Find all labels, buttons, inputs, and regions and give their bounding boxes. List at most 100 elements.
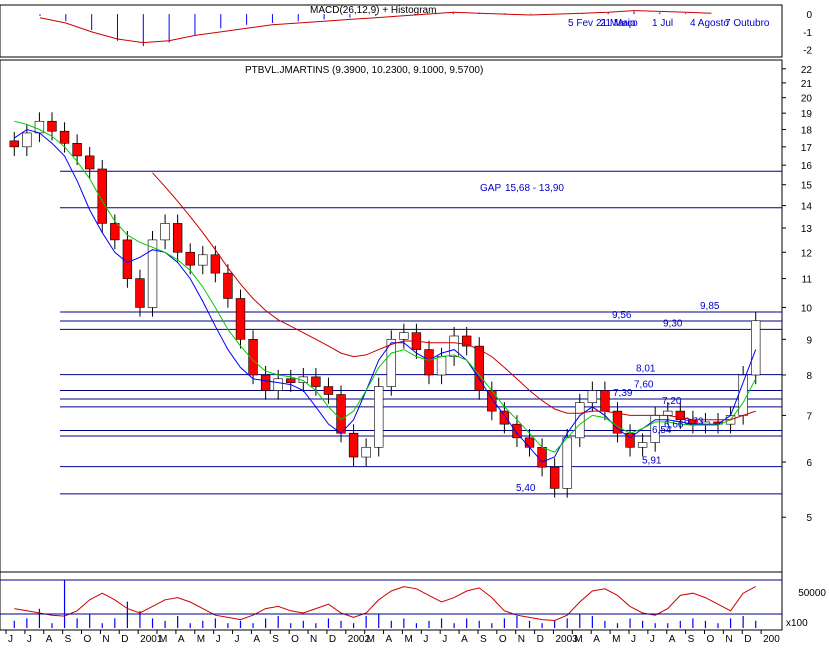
volume-panel: 50000 [0,579,826,628]
price-y-tick-label: 12 [801,248,813,259]
price-annotation: 9,85 [700,301,720,312]
x-tick-label: D [329,634,336,645]
candle-body [286,378,296,383]
x-tick-label: S [688,634,695,645]
x-tick-label: O [84,634,92,645]
price-annotation: GAP [480,183,501,194]
price-annotation: 6,54 [652,425,672,436]
macd-overlay-label: 7 Outubro [725,18,770,29]
volume-panel-frame [0,571,783,631]
price-y-tick-label: 11 [802,275,813,286]
price-y-tick-label: 9 [806,335,812,346]
macd-chart-title: MACD(26,12,9) + Histogram [310,5,436,16]
candle-body [9,140,19,148]
candle-body [751,320,761,376]
price-y-tick-label: 7 [806,411,812,422]
macd-overlay-label: 5 Fev [568,18,593,29]
candle-body [461,335,472,347]
macd-y-tick-label: -2 [803,46,812,57]
candle-body [424,349,434,376]
candle-body [223,272,233,299]
price-y-tick-label: 13 [801,224,813,235]
x-tick-label: M [159,634,167,645]
price-chart-title: PTBVL.JMARTINS (9.3900, 10.2300, 9.1000,… [245,65,483,76]
price-annotation: 7,39 [613,388,633,399]
x-tick-label: A [593,634,600,645]
candle-body [675,410,686,421]
price-annotation: 5,91 [642,456,662,467]
x-tick-label: O [291,634,299,645]
candle-body [311,376,321,387]
candle-body [135,278,145,308]
price-y-tick-label: 5 [806,513,812,524]
x-tick-label: A [386,634,393,645]
candle-body [84,155,95,170]
candle-body [59,130,70,144]
price-annotation: 9,56 [612,310,632,321]
candle-body [122,239,133,279]
price-y-tick-label: 16 [801,161,813,172]
x-tick-label: O [499,634,507,645]
candle-body [160,223,170,241]
candle-body [637,442,648,448]
x-tick-label: M [404,634,412,645]
x-tick-label: M [367,634,375,645]
price-y-tick-label: 19 [801,109,813,120]
candle-body [172,223,183,253]
macd-panel-frame [0,4,783,58]
x-tick-label: N [310,634,317,645]
candle-body [399,332,409,340]
x-tick-label: N [725,634,732,645]
candle-body [47,120,57,132]
price-annotation: 7,20 [662,396,682,407]
candle-body [235,298,246,340]
price-y-tick-label: 6 [806,458,812,469]
candle-body [110,223,120,241]
x-tick-label: A [669,634,676,645]
volume-unit-label: x100 [786,618,808,629]
candle-body [537,446,547,468]
stochastic-line [14,586,756,622]
x-tick-label: O [706,634,714,645]
price-annotation: 5,40 [516,483,536,494]
macd-overlay-label: 21 Março [596,18,638,29]
price-y-tick-label: 18 [801,126,813,137]
x-tick-label: S [65,634,72,645]
x-tick-label: J [423,634,428,645]
x-tick-label: J [216,634,221,645]
price-y-tick-label: 20 [801,94,813,105]
x-tick-label: J [650,634,655,645]
x-tick-label: A [461,634,468,645]
candle-body [524,437,535,448]
x-tick-label: S [272,634,279,645]
candle-body [575,402,585,439]
candle-body [374,386,384,448]
candle-body [612,410,623,434]
candle-body [562,437,572,489]
x-tick-label: J [27,634,32,645]
candle-body [436,356,447,376]
macd-overlay-label: 21 Maio [600,18,636,29]
price-y-tick-label: 22 [801,65,813,76]
candle-body [185,251,195,266]
price-y-tick-label: 17 [801,143,813,154]
x-tick-label: A [46,634,53,645]
price-annotation: 15,68 - 13,90 [505,183,564,194]
candle-body [72,142,82,157]
price-y-tick-label: 15 [801,181,813,192]
price-annotation: 6,66 [664,419,684,430]
candle-body [348,432,359,458]
candle-body [210,254,221,274]
macd-y-tick-label: -1 [803,28,812,39]
candle-body [600,390,610,412]
price-y-tick-label: 21 [801,79,813,90]
x-tick-label: S [480,634,487,645]
volume-y-tick-label: 50000 [798,588,826,599]
x-tick-label: 2002 [348,634,371,645]
candle-body [512,423,522,439]
macd-line [39,10,712,44]
price-annotation: 9,30 [663,318,683,329]
x-tick-label: N [518,634,525,645]
